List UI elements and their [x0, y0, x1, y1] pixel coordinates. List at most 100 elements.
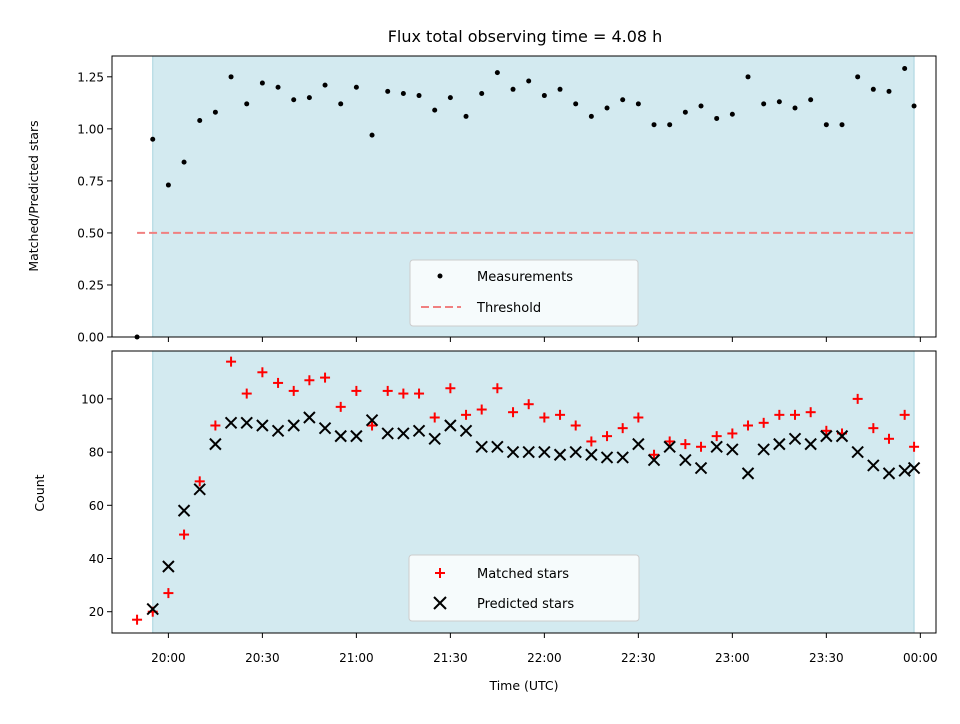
measurement-point [338, 101, 344, 107]
matched-star-point [696, 441, 707, 452]
predicted-star-point [694, 461, 708, 475]
measurement-point [667, 122, 673, 128]
matched-star-point [492, 383, 503, 394]
count-y-tick-label: 100 [81, 392, 104, 406]
matched-star-point [680, 439, 691, 450]
predicted-star-point [898, 464, 911, 477]
measurement-point [635, 101, 641, 107]
measurement-point [150, 136, 156, 142]
x-tick-label: 21:00 [339, 651, 374, 665]
predicted-star-point [647, 453, 661, 467]
measurement-point [494, 70, 500, 76]
predicted-star-point [506, 445, 520, 459]
predicted-star-point [600, 451, 614, 464]
predicted-star-point [397, 427, 410, 440]
measurement-point [761, 101, 767, 107]
predicted-star-point [334, 429, 347, 443]
measurement-point [902, 65, 908, 71]
matched-star-point [257, 367, 268, 378]
matched-star-point [335, 401, 346, 412]
measurement-point [197, 118, 203, 124]
matched-star-point [821, 425, 832, 436]
measurement-point [306, 95, 312, 101]
predicted-star-point [835, 429, 849, 443]
measurement-point [244, 101, 250, 107]
ratio-y-tick-label: 1.00 [77, 122, 104, 136]
matched-star-point [382, 385, 393, 396]
x-tick-label: 22:30 [621, 651, 656, 665]
matched-star-point [884, 433, 895, 444]
x-tick-label: 20:30 [245, 651, 280, 665]
measurement-point [447, 95, 453, 101]
count-y-axis-label: Count [32, 474, 47, 511]
ratio-y-tick-label: 0.75 [77, 174, 104, 188]
measurement-point [573, 101, 579, 107]
matched-star-point [633, 412, 644, 423]
count-plot-frame [111, 350, 937, 634]
predicted-star-point [412, 424, 426, 438]
matched-star-point [194, 476, 205, 487]
matched-legend-label: Matched stars [477, 567, 569, 582]
measurement-point [698, 103, 704, 109]
measurement-point [259, 80, 265, 86]
measurement-point [651, 122, 657, 128]
measurements-series [134, 65, 917, 340]
matched-star-point [226, 356, 237, 367]
predicted-star-point [710, 440, 723, 453]
matched-star-point [586, 436, 597, 447]
measurement-point [400, 90, 406, 96]
matched-star-point [320, 372, 331, 383]
predicted-star-point [365, 413, 379, 427]
x-tick-label: 23:00 [715, 651, 750, 665]
measurement-point [369, 132, 375, 138]
measurement-point [855, 74, 861, 80]
measurement-point [479, 90, 485, 96]
measurement-point [385, 88, 391, 94]
matched-star-point [461, 409, 472, 420]
predicted-star-point [303, 411, 316, 424]
predicted-star-point [444, 419, 457, 432]
predicted-star-point [907, 461, 921, 475]
predicted-star-point [177, 504, 191, 517]
matched-star-point [508, 407, 519, 418]
matched-star-point [852, 393, 863, 404]
matched-star-point [241, 388, 252, 399]
measurement-point [432, 107, 438, 113]
matched-star-point [429, 412, 440, 423]
measurement-point [212, 109, 218, 115]
predicted-star-point [350, 429, 363, 443]
measurement-point [776, 99, 782, 105]
predicted-star-point [538, 445, 551, 459]
matched-star-point [445, 383, 456, 394]
matched-star-point [523, 399, 534, 410]
count-legend-box [408, 554, 640, 622]
matched-star-point [868, 423, 879, 434]
x-tick-label: 21:30 [433, 651, 468, 665]
ratio-x-ticks [167, 337, 921, 342]
ratio-y-tick-label: 1.25 [77, 70, 104, 84]
ratio-legend-box [409, 259, 639, 327]
matched-star-point [602, 431, 613, 442]
count-panel: 20 40 60 80 100 20:00 20:30 21:00 21:30 22:00 22:… [32, 350, 938, 693]
matched-star-point [617, 423, 628, 434]
measurement-point [792, 105, 798, 111]
predicted-star-point [475, 440, 488, 453]
predicted-star-point [553, 448, 567, 461]
measurement-point [228, 74, 234, 80]
matched-star-point [179, 529, 190, 540]
measurement-point [510, 86, 516, 92]
ratio-y-axis-label: Matched/Predicted stars [26, 120, 41, 271]
predicted-star-point [882, 467, 896, 480]
matched-star-point [163, 588, 174, 599]
x-axis-label: Time (UTC) [488, 678, 558, 693]
measurement-point [823, 122, 829, 128]
matched-star-point [555, 409, 566, 420]
predicted-star-point [491, 440, 504, 453]
predicted-star-point [146, 602, 159, 616]
ratio-y-tick-label: 0.00 [77, 331, 104, 345]
matched-star-point [414, 388, 425, 399]
x-tick-label: 23:30 [809, 651, 844, 665]
measurement-point [416, 93, 422, 99]
matched-star-point [649, 449, 660, 460]
matched-star-point [743, 420, 754, 431]
